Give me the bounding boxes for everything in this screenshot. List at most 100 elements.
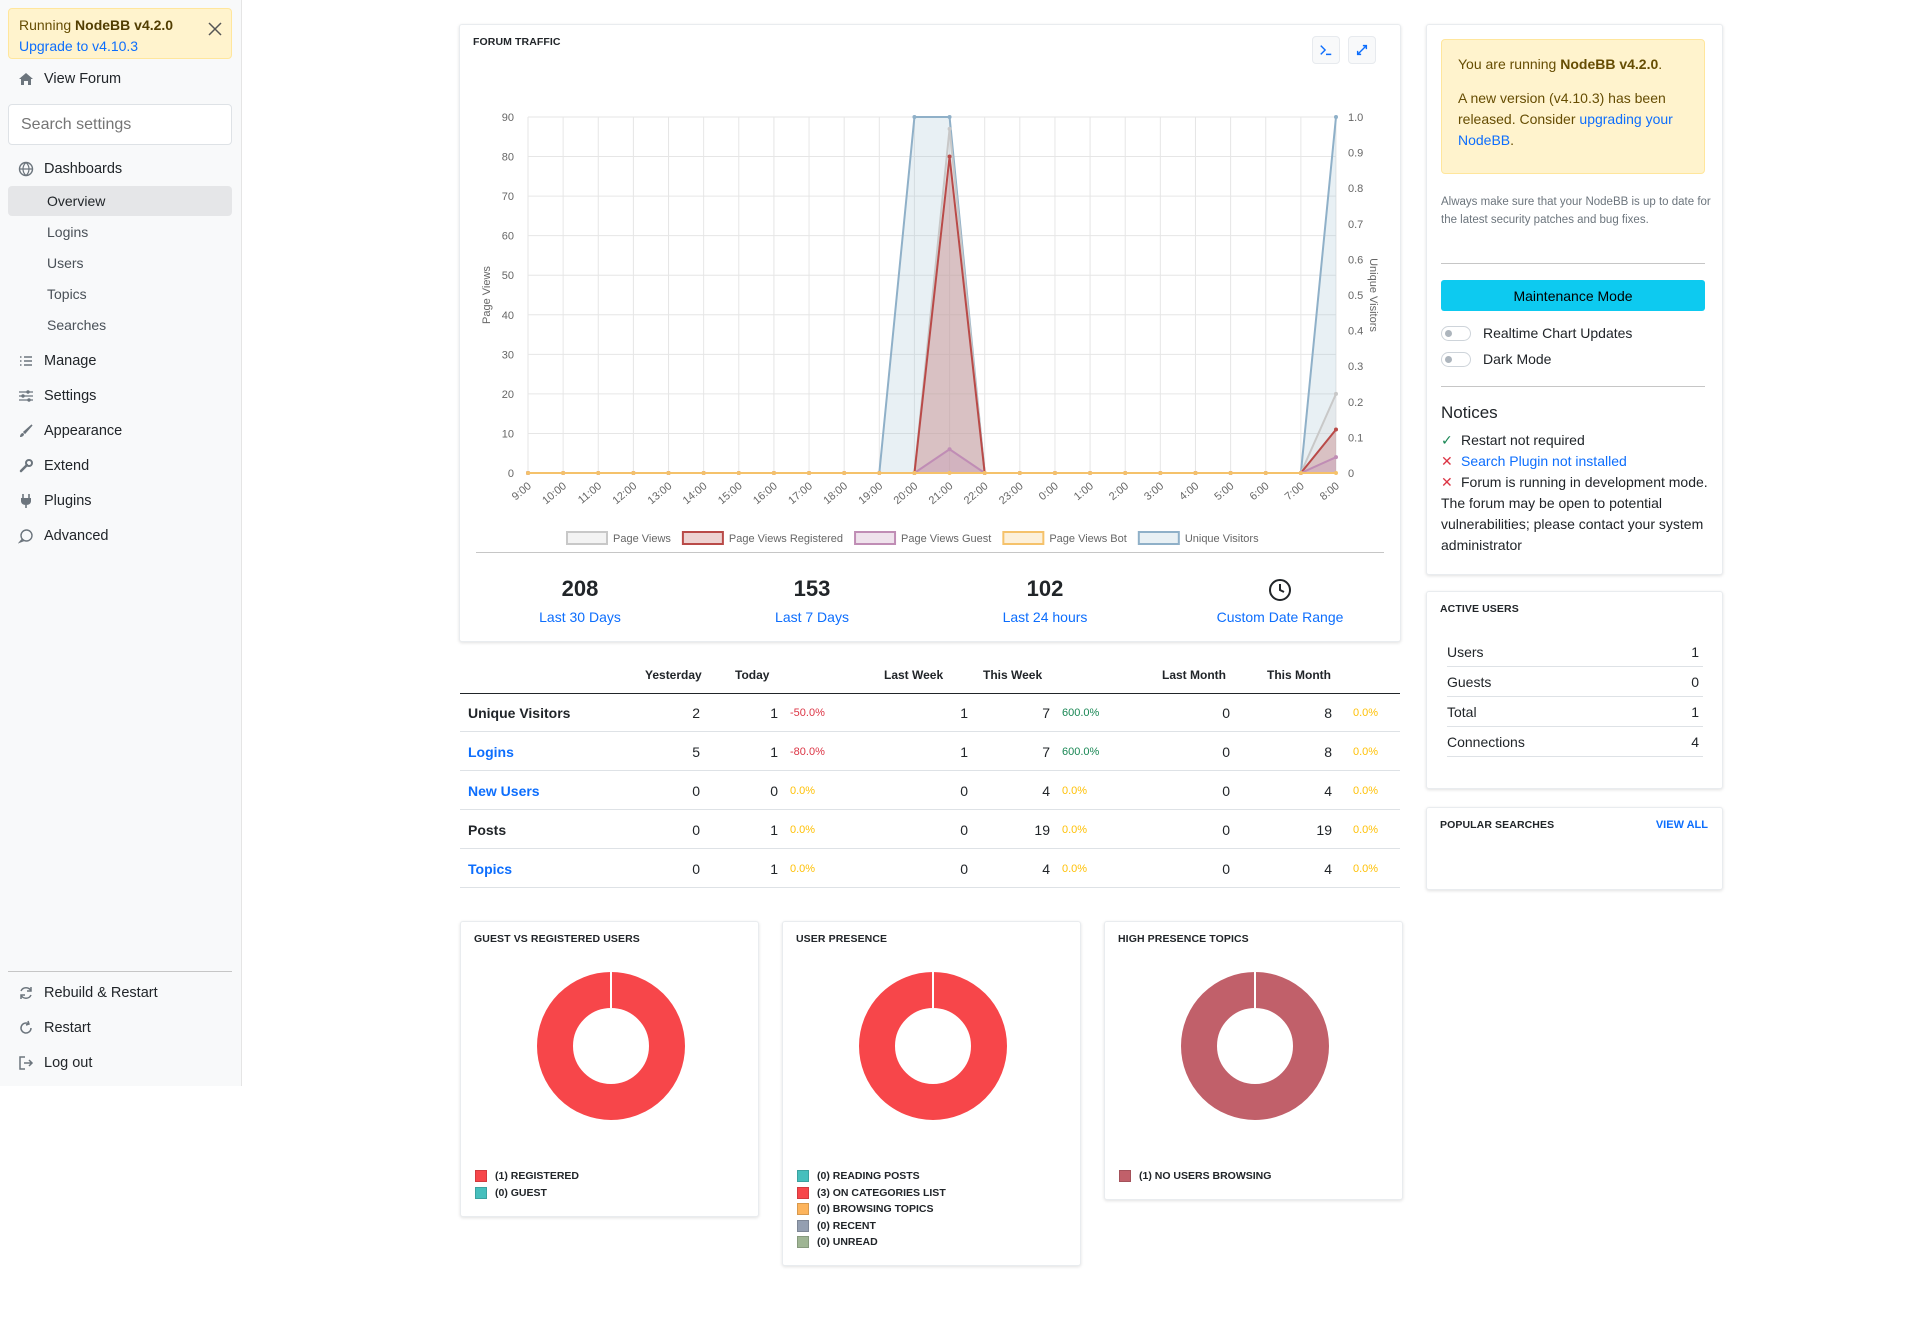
rebuild-restart-button[interactable]: Rebuild & Restart: [8, 978, 232, 1008]
row-label: Guests: [1447, 674, 1492, 690]
warning-version: NodeBB v4.2.0: [1560, 56, 1659, 72]
stat-last-7-days[interactable]: 153 Last 7 Days: [697, 573, 927, 625]
name[interactable]: Logins: [468, 744, 514, 760]
realtime-chart-toggle-row[interactable]: Realtime Chart Updates: [1441, 323, 1632, 343]
y2-tick-label: 0: [1348, 468, 1354, 480]
month-pct: 0.0%: [1353, 824, 1379, 836]
this-month: 19: [1316, 822, 1332, 838]
data-point: [771, 471, 776, 475]
row-label: Connections: [1447, 734, 1525, 750]
this-week: 7: [1042, 705, 1050, 721]
legend-swatch: [475, 1186, 487, 1199]
version-warning: You are running NodeBB v4.2.0. A new ver…: [1441, 39, 1705, 174]
sidebar-item-overview[interactable]: Overview: [8, 186, 232, 216]
x-tick-label: 14:00: [681, 480, 710, 507]
stat-custom-date-range[interactable]: Custom Date Range: [1165, 573, 1395, 625]
sidebar-item-plugins[interactable]: Plugins: [8, 486, 232, 516]
sidebar-item-manage[interactable]: Manage: [8, 346, 232, 376]
week-pct: 0.0%: [1062, 863, 1088, 875]
legend-swatch: [1119, 1170, 1131, 1183]
upgrade-alert: Running NodeBB v4.2.0 Upgrade to v4.10.3: [8, 8, 232, 59]
data-point: [1123, 471, 1128, 475]
sidebar-item-label: Settings: [44, 388, 97, 404]
this-week: 7: [1042, 744, 1050, 760]
logout-button[interactable]: Log out: [8, 1048, 232, 1078]
notices-title: Notices: [1441, 403, 1498, 422]
name[interactable]: Topics: [468, 861, 513, 877]
y-tick-label: 30: [502, 349, 514, 361]
last-month: 0: [1222, 861, 1230, 877]
data-point: [947, 471, 952, 475]
last-month: 0: [1222, 822, 1230, 838]
x-tick-label: 3:00: [1142, 480, 1166, 503]
legend-label: Page Views Bot: [1049, 533, 1126, 545]
upgrade-link[interactable]: Upgrade to v4.10.3: [19, 38, 139, 54]
search-settings-input[interactable]: [8, 104, 232, 145]
data-point: [1017, 471, 1022, 475]
col-yesterday: Yesterday: [645, 668, 702, 682]
dark-mode-toggle-row[interactable]: Dark Mode: [1441, 349, 1551, 369]
x-tick-label: 20:00: [892, 480, 921, 507]
legend-label: Page Views Guest: [901, 533, 991, 545]
sidebar-item-topics[interactable]: Topics: [8, 279, 232, 309]
data-point: [1334, 427, 1338, 432]
name[interactable]: New Users: [468, 783, 540, 799]
x-tick-label: 22:00: [962, 480, 991, 507]
data-point: [807, 471, 812, 475]
sidebar-item-advanced[interactable]: Advanced: [8, 521, 232, 551]
close-icon[interactable]: [207, 21, 223, 37]
search-plugin-link[interactable]: Search Plugin not installed: [1461, 453, 1627, 469]
stat-label: Custom Date Range: [1216, 609, 1344, 625]
stat-last-30-days[interactable]: 208 Last 30 Days: [465, 573, 695, 625]
sidebar-dashboards[interactable]: Dashboards: [8, 154, 232, 184]
yesterday: 0: [692, 783, 700, 799]
sidebar-item-extend[interactable]: Extend: [8, 451, 232, 481]
terminal-button[interactable]: [1312, 36, 1340, 64]
stats-divider: [476, 552, 1384, 553]
realtime-chart-toggle[interactable]: [1441, 325, 1471, 341]
sidebar-item-users[interactable]: Users: [8, 248, 232, 278]
y2-tick-label: 0.8: [1348, 183, 1363, 195]
stats-row: Unique Visitors 2 1 -50.0% 1 7 600.0% 0 8 0.0%: [460, 694, 1400, 732]
today-pct: 0.0%: [790, 863, 816, 875]
sidebar-item-appearance[interactable]: Appearance: [8, 416, 232, 446]
wrench-icon: [19, 459, 33, 473]
restart-button[interactable]: Restart: [8, 1013, 232, 1043]
view-forum-link[interactable]: View Forum: [8, 64, 232, 94]
x-tick-label: 11:00: [576, 480, 604, 506]
y-tick-label: 50: [502, 270, 514, 282]
refresh-icon: [20, 987, 32, 999]
today: 1: [770, 705, 778, 721]
data-point: [596, 471, 601, 475]
divider: [1441, 386, 1705, 387]
warning-text: .: [1510, 132, 1515, 148]
legend-label: Unique Visitors: [1185, 533, 1259, 545]
data-point: [1088, 471, 1093, 475]
today-pct: -80.0%: [790, 746, 825, 758]
today: 1: [770, 861, 778, 877]
donut-legend: (0) READING POSTS (3) ON CATEGORIES LIST (…: [797, 1168, 946, 1251]
maintenance-mode-button[interactable]: Maintenance Mode: [1441, 280, 1705, 311]
security-note: Always make sure that your NodeBB is up …: [1441, 196, 1711, 226]
sidebar-item-settings[interactable]: Settings: [8, 381, 232, 411]
sidebar-item-logins[interactable]: Logins: [8, 217, 232, 247]
row-label: Users: [1447, 644, 1484, 660]
y2-tick-label: 1.0: [1348, 112, 1363, 124]
this-week: 4: [1042, 861, 1050, 877]
clock-icon: [1165, 573, 1395, 605]
restart-label: Restart: [44, 1020, 91, 1036]
home-icon: [19, 73, 33, 85]
sidebar-item-searches[interactable]: Searches: [8, 310, 232, 340]
y-tick-label: 0: [508, 468, 514, 480]
legend-swatch: [566, 531, 608, 545]
dark-mode-toggle[interactable]: [1441, 351, 1471, 367]
col-this-month: This Month: [1267, 668, 1331, 682]
list-icon: [20, 356, 32, 366]
legend-swatch: [1137, 531, 1180, 545]
stat-last-24-hours[interactable]: 102 Last 24 hours: [930, 573, 1160, 625]
view-all-link[interactable]: VIEW ALL: [1655, 819, 1708, 831]
expand-button[interactable]: [1348, 36, 1376, 64]
upgrading-link[interactable]: upgrading your NodeBB: [1458, 111, 1673, 148]
active-users-row: Total 1: [1447, 697, 1703, 727]
legend-item: (0) BROWSING TOPICS: [797, 1201, 946, 1218]
